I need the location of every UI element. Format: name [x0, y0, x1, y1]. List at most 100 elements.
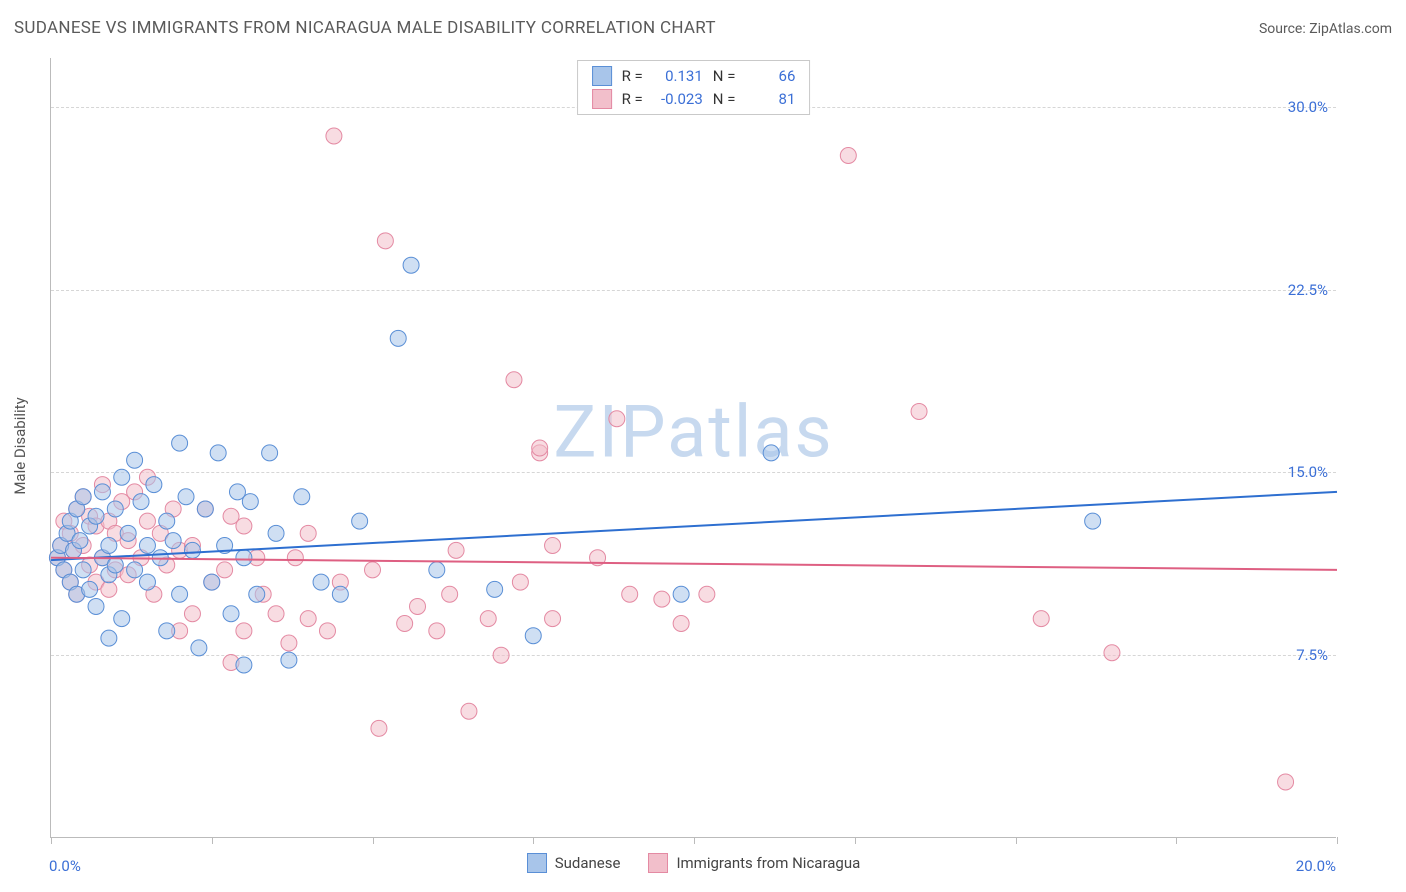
- data-point: [94, 484, 110, 500]
- data-point: [699, 586, 715, 602]
- data-point: [461, 703, 477, 719]
- data-point: [403, 257, 419, 273]
- data-point: [622, 586, 638, 602]
- data-point: [673, 586, 689, 602]
- data-point: [545, 538, 561, 554]
- data-point: [127, 452, 143, 468]
- data-point: [101, 538, 117, 554]
- data-point: [223, 606, 239, 622]
- data-point: [377, 233, 393, 249]
- data-point: [287, 550, 303, 566]
- data-point: [429, 562, 445, 578]
- bottom-legend: Sudanese Immigrants from Nicaragua: [51, 853, 1336, 873]
- stat-n-label: N =: [713, 88, 736, 111]
- data-point: [268, 606, 284, 622]
- data-point: [159, 513, 175, 529]
- data-point: [75, 562, 91, 578]
- data-point: [114, 469, 130, 485]
- data-point: [448, 542, 464, 558]
- data-point: [506, 372, 522, 388]
- y-tick-label: 15.0%: [1288, 463, 1328, 481]
- data-point: [72, 533, 88, 549]
- data-point: [281, 635, 297, 651]
- data-point: [313, 574, 329, 590]
- plot-area: ZIPatlas R = 0.131 N = 66 R = -0.023 N =…: [50, 58, 1336, 838]
- data-point: [493, 647, 509, 663]
- data-point: [172, 435, 188, 451]
- data-point: [1278, 774, 1294, 790]
- data-point: [236, 623, 252, 639]
- stat-n-val-1: 81: [745, 88, 795, 111]
- data-point: [127, 562, 143, 578]
- data-point: [191, 640, 207, 656]
- data-point: [268, 525, 284, 541]
- y-tick-label: 30.0%: [1288, 98, 1328, 116]
- data-point: [165, 533, 181, 549]
- data-point: [281, 652, 297, 668]
- legend-label-1: Immigrants from Nicaragua: [676, 854, 860, 872]
- data-point: [139, 574, 155, 590]
- data-point: [101, 630, 117, 646]
- data-point: [184, 606, 200, 622]
- data-point: [319, 623, 335, 639]
- data-point: [107, 557, 123, 573]
- data-point: [88, 508, 104, 524]
- data-point: [911, 403, 927, 419]
- data-point: [178, 489, 194, 505]
- stat-n-label: N =: [713, 65, 736, 88]
- data-point: [365, 562, 381, 578]
- data-point: [609, 411, 625, 427]
- y-axis-title: Male Disability: [11, 397, 29, 494]
- data-point: [88, 598, 104, 614]
- data-point: [371, 720, 387, 736]
- swatch-series-0: [527, 853, 547, 873]
- data-point: [1104, 645, 1120, 661]
- data-point: [210, 445, 226, 461]
- data-point: [249, 586, 265, 602]
- data-point: [1033, 611, 1049, 627]
- x-tick-label-min: 0.0%: [49, 857, 81, 875]
- source-label: Source: ZipAtlas.com: [1259, 21, 1392, 37]
- data-point: [120, 525, 136, 541]
- stat-r-label: R =: [622, 65, 643, 88]
- data-point: [1085, 513, 1101, 529]
- data-point: [673, 616, 689, 632]
- data-point: [512, 574, 528, 590]
- data-point: [114, 611, 130, 627]
- legend-stats-row: R = 0.131 N = 66: [592, 65, 796, 88]
- stat-r-label: R =: [622, 88, 643, 111]
- data-point: [480, 611, 496, 627]
- data-point: [159, 623, 175, 639]
- legend-stats-box: R = 0.131 N = 66 R = -0.023 N = 81: [577, 60, 811, 115]
- data-point: [525, 628, 541, 644]
- stat-n-val-0: 66: [745, 65, 795, 88]
- data-point: [262, 445, 278, 461]
- data-point: [204, 574, 220, 590]
- chart-title: SUDANESE VS IMMIGRANTS FROM NICARAGUA MA…: [14, 18, 716, 38]
- data-point: [332, 586, 348, 602]
- data-point: [139, 513, 155, 529]
- stat-r-val-0: 0.131: [653, 65, 703, 88]
- legend-item: Immigrants from Nicaragua: [648, 853, 860, 873]
- swatch-series-1: [592, 89, 612, 109]
- y-tick-label: 22.5%: [1288, 281, 1328, 299]
- data-point: [294, 489, 310, 505]
- data-point: [133, 494, 149, 510]
- data-point: [300, 525, 316, 541]
- title-bar: SUDANESE VS IMMIGRANTS FROM NICARAGUA MA…: [14, 18, 1392, 38]
- scatter-svg: [51, 58, 1336, 837]
- data-point: [545, 611, 561, 627]
- swatch-series-0: [592, 66, 612, 86]
- data-point: [172, 586, 188, 602]
- x-tick-label-max: 20.0%: [1296, 857, 1336, 875]
- legend-item: Sudanese: [527, 853, 621, 873]
- data-point: [82, 581, 98, 597]
- data-point: [146, 477, 162, 493]
- data-point: [442, 586, 458, 602]
- legend-stats-row: R = -0.023 N = 81: [592, 88, 796, 111]
- data-point: [397, 616, 413, 632]
- data-point: [654, 591, 670, 607]
- data-point: [236, 657, 252, 673]
- legend-label-0: Sudanese: [555, 854, 621, 872]
- data-point: [242, 494, 258, 510]
